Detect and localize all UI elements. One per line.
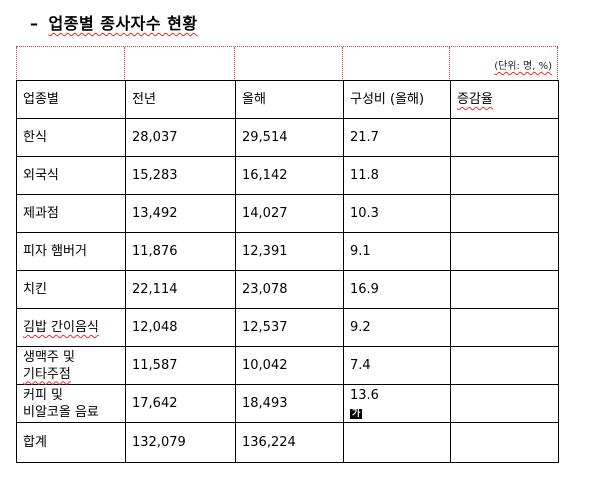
column-header-change[interactable]: 증감율 [450, 80, 559, 119]
cell-change[interactable] [450, 156, 559, 195]
unit-row-border [557, 47, 558, 81]
cell-prev[interactable]: 13,492 [125, 194, 236, 233]
cell-industry[interactable]: 치킨 [16, 270, 126, 309]
unit-row-border [234, 47, 235, 81]
cell-prev[interactable]: 11,876 [125, 232, 236, 271]
cell-prev[interactable]: 132,079 [125, 422, 236, 463]
cell-curr[interactable]: 10,042 [235, 346, 344, 385]
cell-industry[interactable]: 외국식 [16, 156, 126, 195]
cell-change[interactable] [450, 422, 559, 463]
cell-change[interactable] [450, 346, 559, 385]
cell-industry-line2: 비알코올 음료 [23, 404, 99, 420]
cell-ratio[interactable]: 13.6 가 [343, 384, 451, 423]
cell-change[interactable] [450, 384, 559, 423]
column-header-curr[interactable]: 올해 [235, 80, 344, 119]
cell-industry[interactable]: 생맥주 및 기타주점 [16, 346, 126, 385]
cell-ratio[interactable]: 7.4 [343, 346, 451, 385]
table-row: 김밥 간이음식 12,048 12,537 9.2 [16, 308, 559, 347]
cell-curr[interactable]: 14,027 [235, 194, 344, 233]
cell-curr[interactable]: 12,537 [235, 308, 344, 347]
unit-row-border [16, 47, 17, 81]
cell-ratio[interactable]: 9.2 [343, 308, 451, 347]
cell-ratio[interactable]: 9.1 [343, 232, 451, 271]
title-text: 업종별 종사자수 현황 [48, 14, 198, 33]
cell-change[interactable] [450, 194, 559, 233]
cell-change[interactable] [450, 232, 559, 271]
unit-note: (단위: 명, %) [494, 61, 552, 72]
cell-ratio-value: 13.6 [350, 387, 379, 403]
unit-row-border [124, 47, 125, 81]
cell-industry[interactable]: 합계 [16, 422, 126, 463]
table-row: 제과점 13,492 14,027 10.3 [16, 194, 559, 233]
cell-change[interactable] [450, 118, 559, 157]
table-row: 한식 28,037 29,514 21.7 [16, 118, 559, 157]
cell-curr[interactable]: 23,078 [235, 270, 344, 309]
cell-prev[interactable]: 28,037 [125, 118, 236, 157]
cell-prev[interactable]: 17,642 [125, 384, 236, 423]
cell-industry[interactable]: 한식 [16, 118, 126, 157]
cell-ratio[interactable]: 10.3 [343, 194, 451, 233]
cell-change[interactable] [450, 270, 559, 309]
cell-industry[interactable]: 피자 햄버거 [16, 232, 126, 271]
cell-ratio[interactable]: 11.8 [343, 156, 451, 195]
cell-industry-line1: 커피 및 [23, 387, 64, 403]
page-title: – 업종별 종사자수 현황 [30, 10, 198, 34]
text-cursor-marker: 가 [350, 408, 363, 419]
cell-ratio[interactable]: 21.7 [343, 118, 451, 157]
table-row: 커피 및 비알코올 음료 17,642 18,493 13.6 가 [16, 384, 559, 423]
cell-curr[interactable]: 29,514 [235, 118, 344, 157]
cell-prev[interactable]: 11,587 [125, 346, 236, 385]
cell-prev[interactable]: 12,048 [125, 308, 236, 347]
table-row-total: 합계 132,079 136,224 [16, 422, 559, 463]
cell-curr[interactable]: 12,391 [235, 232, 344, 271]
cell-change[interactable] [450, 308, 559, 347]
column-header-industry[interactable]: 업종별 [16, 80, 126, 119]
cell-prev[interactable]: 22,114 [125, 270, 236, 309]
title-dash: – [30, 14, 39, 33]
table-row: 피자 햄버거 11,876 12,391 9.1 [16, 232, 559, 271]
cell-curr[interactable]: 18,493 [235, 384, 344, 423]
cell-prev[interactable]: 15,283 [125, 156, 236, 195]
column-header-prev[interactable]: 전년 [125, 80, 236, 119]
column-header-ratio[interactable]: 구성비 (올해) [343, 80, 451, 119]
table-row: 생맥주 및 기타주점 11,587 10,042 7.4 [16, 346, 559, 385]
unit-row-border [342, 47, 343, 81]
cell-ratio[interactable] [343, 422, 451, 463]
table-header-row: 업종별 전년 올해 구성비 (올해) 증감율 [16, 80, 559, 119]
unit-row-border [449, 47, 450, 81]
cell-industry-line2: 기타주점 [23, 366, 71, 382]
cell-curr[interactable]: 16,142 [235, 156, 344, 195]
employee-table: 업종별 전년 올해 구성비 (올해) 증감율 한식 28,037 29,514 … [16, 80, 559, 463]
cell-ratio[interactable]: 16.9 [343, 270, 451, 309]
table-row: 치킨 22,114 23,078 16.9 [16, 270, 559, 309]
cell-industry[interactable]: 커피 및 비알코올 음료 [16, 384, 126, 423]
cell-industry[interactable]: 김밥 간이음식 [16, 308, 126, 347]
table-row: 외국식 15,283 16,142 11.8 [16, 156, 559, 195]
cell-industry[interactable]: 제과점 [16, 194, 126, 233]
cell-curr[interactable]: 136,224 [235, 422, 344, 463]
unit-row: (단위: 명, %) [16, 46, 558, 81]
cell-industry-line1: 생맥주 및 [23, 349, 75, 365]
